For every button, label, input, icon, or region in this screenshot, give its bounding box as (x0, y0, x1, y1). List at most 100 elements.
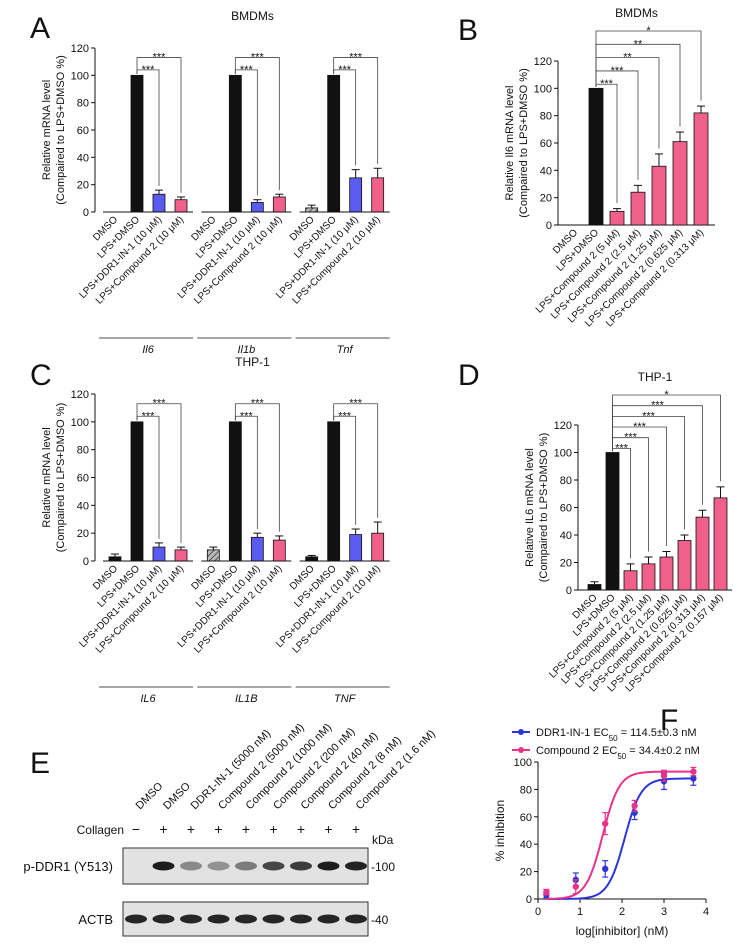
panel-c-y-tick-label: 120 (71, 389, 89, 401)
panel-c-significance-label: *** (153, 398, 167, 410)
panel-d-y-tick-label: 60 (560, 503, 572, 515)
panel-c-title: THP-1 (235, 355, 270, 369)
panel-f-x-tick-label: 3 (661, 906, 667, 918)
panel-a-chart: 0 20 40 60 80 100 120 BMDMs Relative mRNA level(… (41, 9, 390, 356)
panel-c-significance-label: *** (338, 410, 352, 422)
panel-c-bar (349, 534, 363, 562)
panel-b-bar (609, 210, 625, 226)
panel-d-chart: 0 20 40 60 80 100 120 Relative IL6 mRNA level (C… (524, 370, 732, 694)
panel-f-y-axis-label: % inhibition (493, 800, 507, 861)
blot-collagen-sign: + (269, 821, 277, 837)
panel-c-significance-bracket (234, 403, 280, 532)
panel-a-significance-label: *** (349, 52, 363, 64)
blot-band (152, 861, 175, 871)
panel-b-y-tick-label: 80 (540, 111, 552, 123)
panel-f-data-point (572, 883, 579, 890)
panel-c-bar (228, 421, 242, 562)
panel-d-significance-label: *** (624, 432, 638, 444)
panel-b-y-axis-label-1: Relative Il6 mRNA level (504, 86, 516, 201)
blot-band (180, 914, 202, 924)
panel-f-data-point (602, 820, 609, 827)
panel-f-fit-curve (546, 777, 694, 900)
panel-f-y-tick-label: 0 (526, 894, 532, 906)
panel-c-significance-label: *** (251, 398, 265, 410)
panel-c-bar (130, 421, 144, 562)
panel-c-y-tick-label: 20 (77, 528, 89, 540)
panel-a-bar (371, 177, 385, 213)
blot-band (125, 914, 147, 924)
panel-c-bar (371, 532, 385, 562)
panel-d-title: THP-1 (638, 370, 673, 384)
blot-band (317, 914, 340, 924)
panel-f-x-tick-label: 1 (577, 906, 583, 918)
blot-collagen-sign: − (132, 821, 140, 837)
panel-b-bar (651, 165, 667, 226)
panel-f-legend-marker (518, 747, 524, 753)
blot-collagen-sign: + (159, 821, 167, 837)
panel-c-bar (272, 539, 286, 562)
panel-d-significance-label: *** (633, 421, 647, 433)
panel-d-significance-label: * (664, 389, 669, 401)
panel-c-group-label: IL6 (140, 693, 156, 705)
panel-f-data-point (660, 772, 668, 779)
panel-d-y-axis-label-1: Relative IL6 mRNA level (524, 448, 536, 567)
blot-band (207, 861, 230, 871)
panel-a-significance-label: *** (338, 64, 352, 76)
blot-collagen-sign: + (187, 821, 195, 837)
blot-row-label: ACTB (78, 912, 113, 927)
panel-a-y-tick-label: 100 (71, 70, 89, 82)
panel-b-significance-label: *** (611, 65, 625, 77)
panel-b-y-axis-label-2: (Compaired to LPS+DMSO %) (518, 68, 530, 217)
panel-a-title: BMDMs (231, 9, 274, 23)
panel-c-group-label: TNF (334, 693, 357, 705)
panel-c-y-tick-label: 0 (83, 556, 89, 568)
panel-c-y-tick-label: 80 (77, 445, 89, 457)
blot-band (290, 914, 312, 924)
panel-c-significance-label: *** (349, 398, 363, 410)
blot-band (262, 861, 285, 871)
panel-c-bar (327, 421, 341, 562)
panel-b-y-tick-label: 40 (540, 165, 552, 177)
panel-b-significance-label: ** (634, 38, 643, 50)
panel-c-bar (108, 556, 122, 562)
panel-f-y-tick-label: 100 (514, 757, 532, 769)
panel-d-significance-label: *** (615, 442, 629, 454)
panel-b-y-tick-label: 20 (540, 193, 552, 205)
panel-letter-b: B (458, 14, 478, 47)
panel-a-group-label: Tnf (337, 344, 354, 356)
panel-e-western-blot: DMSO−DMSO+DDR1-IN-1 (5000 nM)+Compound 2… (23, 721, 438, 937)
panel-d-y-tick-label: 80 (560, 475, 572, 487)
blot-collagen-sign: + (242, 821, 250, 837)
panel-f-data-point (543, 888, 550, 896)
panel-b-bar (672, 141, 688, 226)
panel-a-y-tick-label: 20 (77, 180, 89, 192)
panel-a-group-label: Il6 (142, 344, 155, 356)
panel-d-y-axis-label-2: (Compaired to LPS+DMSO %) (538, 433, 550, 582)
panel-b-y-tick-label: 0 (546, 220, 552, 232)
panel-f-legend-label: DDR1-IN-1 EC50 = 114.5±0.3 nM (536, 727, 697, 743)
panel-c-bar (152, 546, 166, 562)
panel-a-bar (250, 202, 264, 213)
panel-d-bar (587, 584, 602, 591)
blot-band (345, 914, 367, 924)
blot-band (317, 861, 340, 871)
panel-c-bar (174, 549, 188, 562)
panel-a-bar (305, 207, 319, 213)
blot-band (152, 914, 175, 924)
panel-f-y-tick-label: 60 (520, 812, 532, 824)
panel-d-bar (713, 497, 728, 591)
blot-band (345, 861, 367, 871)
panel-b-significance-label: * (646, 25, 651, 37)
panel-a-y-tick-label: 40 (77, 152, 89, 164)
panel-d-y-tick-label: 120 (554, 420, 572, 432)
panel-d-bar (695, 516, 710, 591)
panel-f-data-point (690, 768, 697, 775)
panel-c-significance-bracket (136, 403, 182, 543)
blot-collagen-sign: + (297, 821, 305, 837)
blot-collagen-sign: + (324, 821, 332, 837)
panel-a-y-tick-label: 0 (83, 207, 89, 219)
panel-f-y-tick-label: 40 (520, 839, 532, 851)
panel-c-chart: 0 20 40 60 80 100 120 THP-1 Relative mRNA level(… (41, 355, 390, 705)
panel-f-y-tick-label: 80 (520, 784, 532, 796)
